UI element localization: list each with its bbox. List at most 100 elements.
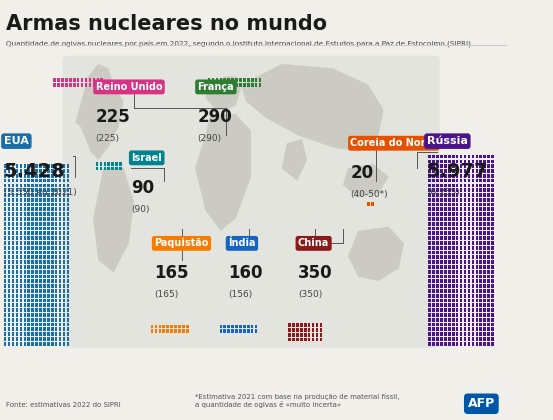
FancyBboxPatch shape	[12, 260, 14, 264]
FancyBboxPatch shape	[15, 207, 18, 211]
FancyBboxPatch shape	[460, 217, 462, 221]
FancyBboxPatch shape	[448, 193, 451, 197]
FancyBboxPatch shape	[51, 188, 54, 192]
FancyBboxPatch shape	[12, 241, 14, 245]
FancyBboxPatch shape	[20, 304, 22, 307]
FancyBboxPatch shape	[429, 207, 431, 211]
FancyBboxPatch shape	[100, 162, 102, 165]
FancyBboxPatch shape	[444, 231, 447, 235]
FancyBboxPatch shape	[20, 299, 22, 302]
FancyBboxPatch shape	[20, 265, 22, 269]
FancyBboxPatch shape	[20, 337, 22, 341]
FancyBboxPatch shape	[59, 246, 61, 249]
FancyBboxPatch shape	[487, 260, 490, 264]
FancyBboxPatch shape	[63, 164, 65, 168]
FancyBboxPatch shape	[12, 332, 14, 336]
FancyBboxPatch shape	[8, 174, 11, 178]
FancyBboxPatch shape	[487, 308, 490, 312]
FancyBboxPatch shape	[101, 83, 103, 87]
FancyBboxPatch shape	[35, 332, 38, 336]
FancyBboxPatch shape	[85, 79, 87, 82]
FancyBboxPatch shape	[429, 260, 431, 264]
FancyBboxPatch shape	[47, 342, 50, 346]
FancyBboxPatch shape	[39, 246, 42, 249]
FancyBboxPatch shape	[20, 332, 22, 336]
FancyBboxPatch shape	[32, 241, 34, 245]
FancyBboxPatch shape	[119, 162, 122, 165]
FancyBboxPatch shape	[63, 337, 65, 341]
FancyBboxPatch shape	[47, 178, 50, 182]
FancyBboxPatch shape	[436, 275, 439, 278]
FancyBboxPatch shape	[440, 342, 443, 346]
FancyBboxPatch shape	[487, 251, 490, 255]
FancyBboxPatch shape	[32, 217, 34, 221]
FancyBboxPatch shape	[476, 284, 478, 288]
Text: (5.550 en 2021): (5.550 en 2021)	[4, 188, 77, 197]
Text: Quantidade de ogivas nucleares por país em 2022, segundo o Instituto Internacion: Quantidade de ogivas nucleares por país …	[7, 41, 471, 48]
FancyBboxPatch shape	[35, 337, 38, 341]
FancyBboxPatch shape	[456, 304, 458, 307]
FancyBboxPatch shape	[55, 193, 58, 197]
FancyBboxPatch shape	[468, 236, 470, 240]
FancyBboxPatch shape	[4, 174, 7, 178]
FancyBboxPatch shape	[432, 255, 435, 259]
FancyBboxPatch shape	[47, 184, 50, 187]
FancyBboxPatch shape	[47, 308, 50, 312]
FancyBboxPatch shape	[54, 83, 56, 87]
FancyBboxPatch shape	[436, 284, 439, 288]
FancyBboxPatch shape	[479, 251, 482, 255]
FancyBboxPatch shape	[464, 255, 466, 259]
FancyBboxPatch shape	[476, 227, 478, 231]
FancyBboxPatch shape	[448, 155, 451, 158]
FancyBboxPatch shape	[85, 83, 87, 87]
FancyBboxPatch shape	[472, 260, 474, 264]
FancyBboxPatch shape	[8, 342, 11, 346]
FancyBboxPatch shape	[24, 251, 26, 255]
FancyBboxPatch shape	[448, 270, 451, 273]
FancyBboxPatch shape	[4, 294, 7, 298]
FancyBboxPatch shape	[436, 255, 439, 259]
FancyBboxPatch shape	[43, 328, 46, 331]
FancyBboxPatch shape	[472, 164, 474, 168]
FancyBboxPatch shape	[51, 328, 54, 331]
FancyBboxPatch shape	[24, 342, 26, 346]
FancyBboxPatch shape	[491, 236, 494, 240]
FancyBboxPatch shape	[444, 294, 447, 298]
FancyBboxPatch shape	[452, 184, 455, 187]
FancyBboxPatch shape	[476, 299, 478, 302]
FancyBboxPatch shape	[15, 323, 18, 326]
FancyBboxPatch shape	[479, 246, 482, 249]
FancyBboxPatch shape	[15, 203, 18, 207]
FancyBboxPatch shape	[4, 169, 7, 173]
FancyBboxPatch shape	[67, 231, 69, 235]
FancyBboxPatch shape	[487, 299, 490, 302]
FancyBboxPatch shape	[43, 236, 46, 240]
FancyBboxPatch shape	[491, 217, 494, 221]
FancyBboxPatch shape	[444, 160, 447, 163]
FancyBboxPatch shape	[43, 294, 46, 298]
FancyBboxPatch shape	[456, 279, 458, 283]
FancyBboxPatch shape	[429, 337, 431, 341]
FancyBboxPatch shape	[429, 246, 431, 249]
FancyBboxPatch shape	[15, 178, 18, 182]
FancyBboxPatch shape	[63, 198, 65, 202]
FancyBboxPatch shape	[476, 164, 478, 168]
FancyBboxPatch shape	[432, 251, 435, 255]
FancyBboxPatch shape	[464, 265, 466, 269]
FancyBboxPatch shape	[487, 217, 490, 221]
FancyBboxPatch shape	[429, 178, 431, 182]
FancyBboxPatch shape	[440, 265, 443, 269]
FancyBboxPatch shape	[444, 155, 447, 158]
FancyBboxPatch shape	[300, 333, 302, 336]
FancyBboxPatch shape	[247, 329, 249, 333]
FancyBboxPatch shape	[67, 323, 69, 326]
FancyBboxPatch shape	[468, 275, 470, 278]
FancyBboxPatch shape	[35, 304, 38, 307]
FancyBboxPatch shape	[220, 329, 222, 333]
FancyBboxPatch shape	[4, 275, 7, 278]
FancyBboxPatch shape	[440, 328, 443, 331]
FancyBboxPatch shape	[452, 207, 455, 211]
FancyBboxPatch shape	[491, 174, 494, 178]
FancyBboxPatch shape	[371, 202, 374, 206]
FancyBboxPatch shape	[472, 318, 474, 322]
